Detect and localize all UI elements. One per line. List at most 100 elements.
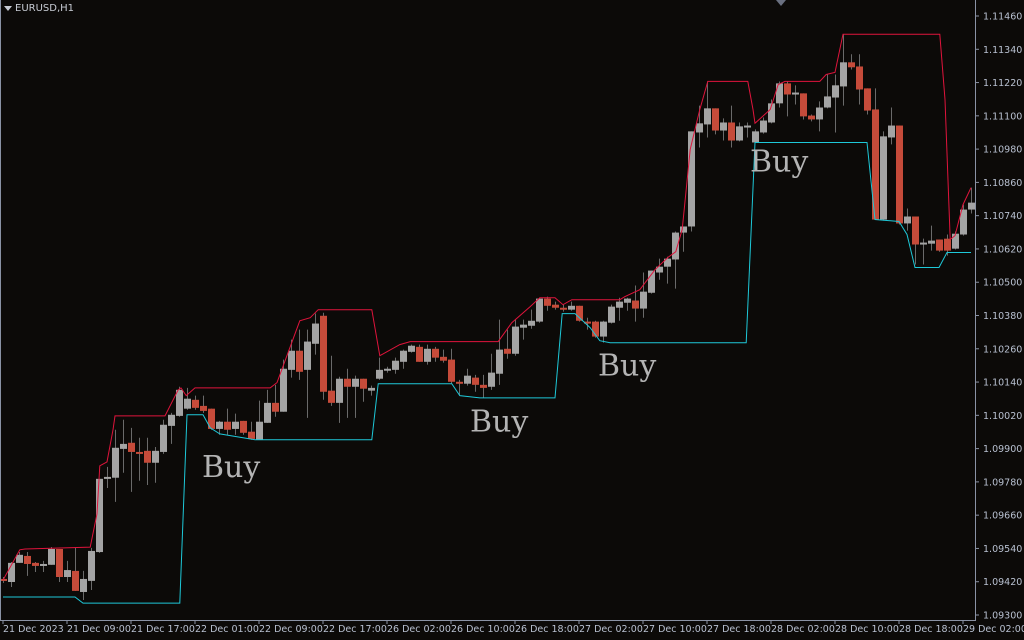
bull-candle-body xyxy=(488,372,495,387)
candle xyxy=(424,344,431,365)
bear-candle-body xyxy=(480,384,487,388)
candles xyxy=(0,34,975,601)
candle xyxy=(600,320,607,343)
candle xyxy=(248,421,255,440)
bear-candle-body xyxy=(472,377,479,385)
bear-candle-body xyxy=(248,431,255,439)
bear-candle-body xyxy=(584,321,591,324)
candle xyxy=(848,54,855,70)
bull-candle-body xyxy=(104,476,111,479)
candle xyxy=(320,312,327,400)
bull-candle-body xyxy=(648,270,655,293)
candle xyxy=(104,466,111,488)
candle xyxy=(472,374,479,392)
bear-candle-body xyxy=(432,348,439,358)
candle xyxy=(400,349,407,369)
candle xyxy=(816,101,823,132)
candle xyxy=(368,385,375,396)
price-tick-label: 1.09900 xyxy=(983,444,1022,455)
symbol-label[interactable]: EURUSD,H1 xyxy=(4,3,74,14)
candle xyxy=(64,560,71,582)
price-tick-label: 1.10620 xyxy=(983,244,1022,255)
bull-candle-body xyxy=(832,85,839,98)
time-tick-label: 27 Dec 10:00 xyxy=(643,624,707,635)
candle xyxy=(488,353,495,390)
price-tick-label: 1.11100 xyxy=(983,111,1022,122)
bull-candle-body xyxy=(656,266,663,273)
bull-candle-body xyxy=(664,258,671,267)
chart-shift-marker-icon[interactable] xyxy=(776,0,786,6)
bull-candle-body xyxy=(752,131,759,143)
candle xyxy=(288,339,295,378)
candle xyxy=(704,81,711,138)
candle xyxy=(112,429,119,502)
bull-candle-body xyxy=(840,62,847,87)
bear-candle-body xyxy=(592,321,599,337)
bear-candle-body xyxy=(848,62,855,68)
bull-candle-body xyxy=(720,122,727,131)
price-tick-label: 1.10140 xyxy=(983,378,1022,389)
bear-candle-body xyxy=(448,359,455,382)
bull-candle-body xyxy=(960,209,967,235)
candle xyxy=(752,129,759,143)
bull-candle-body xyxy=(952,233,959,249)
candle xyxy=(72,547,79,591)
bull-candle-body xyxy=(48,548,55,565)
time-tick-label: 27 Dec 02:00 xyxy=(579,624,643,635)
buy-signal-label: Buy xyxy=(750,145,808,180)
bull-candle-body xyxy=(824,96,831,108)
candle xyxy=(832,74,839,133)
candle xyxy=(560,304,567,312)
candle xyxy=(224,408,231,435)
candle xyxy=(504,329,511,359)
bull-candle-body xyxy=(968,202,975,210)
bear-candle-body xyxy=(72,570,79,591)
bull-candle-body xyxy=(64,570,71,578)
candle xyxy=(128,427,135,492)
bull-candle-body xyxy=(672,232,679,260)
bull-candle-body xyxy=(88,550,95,581)
bear-candle-body xyxy=(896,125,903,224)
price-tick-label: 1.09420 xyxy=(983,577,1022,588)
bull-candle-body xyxy=(512,326,519,354)
price-tick-label: 1.09780 xyxy=(983,477,1022,488)
price-tick-label: 1.09540 xyxy=(983,544,1022,555)
bear-candle-body xyxy=(456,381,463,384)
candle xyxy=(496,319,503,385)
bull-candle-body xyxy=(928,240,935,244)
candle xyxy=(80,570,87,601)
bull-candle-body xyxy=(16,554,23,563)
bear-candle-body xyxy=(360,378,367,389)
bear-candle-body xyxy=(808,115,815,120)
candle xyxy=(736,122,743,142)
bull-candle-body xyxy=(336,378,343,403)
candle xyxy=(568,301,575,311)
bull-candle-body xyxy=(760,120,767,133)
bull-candle-body xyxy=(640,291,647,309)
candle xyxy=(624,297,631,311)
candle xyxy=(48,547,55,565)
bull-candle-body xyxy=(680,226,687,233)
dropdown-triangle-icon[interactable] xyxy=(4,6,12,11)
bear-candle-body xyxy=(576,305,583,321)
candle xyxy=(280,359,287,412)
bear-candle-body xyxy=(504,348,511,354)
candle xyxy=(56,548,63,582)
bear-candle-body xyxy=(936,239,943,251)
price-tick-label: 1.11460 xyxy=(983,12,1022,23)
bull-candle-body xyxy=(312,323,319,344)
time-tick-label: 21 Dec 17:00 xyxy=(131,624,195,635)
bear-candle-body xyxy=(632,300,639,309)
bull-candle-body xyxy=(96,478,103,553)
bull-candle-body xyxy=(120,443,127,449)
bull-candle-body xyxy=(816,107,823,120)
candle xyxy=(416,344,423,362)
candle xyxy=(392,357,399,374)
bull-candle-body xyxy=(792,92,799,95)
bull-candle-body xyxy=(232,421,239,429)
candle xyxy=(16,552,23,563)
bear-candle-body xyxy=(136,451,143,454)
bear-candle-body xyxy=(712,108,719,131)
bear-candle-body xyxy=(912,216,919,245)
